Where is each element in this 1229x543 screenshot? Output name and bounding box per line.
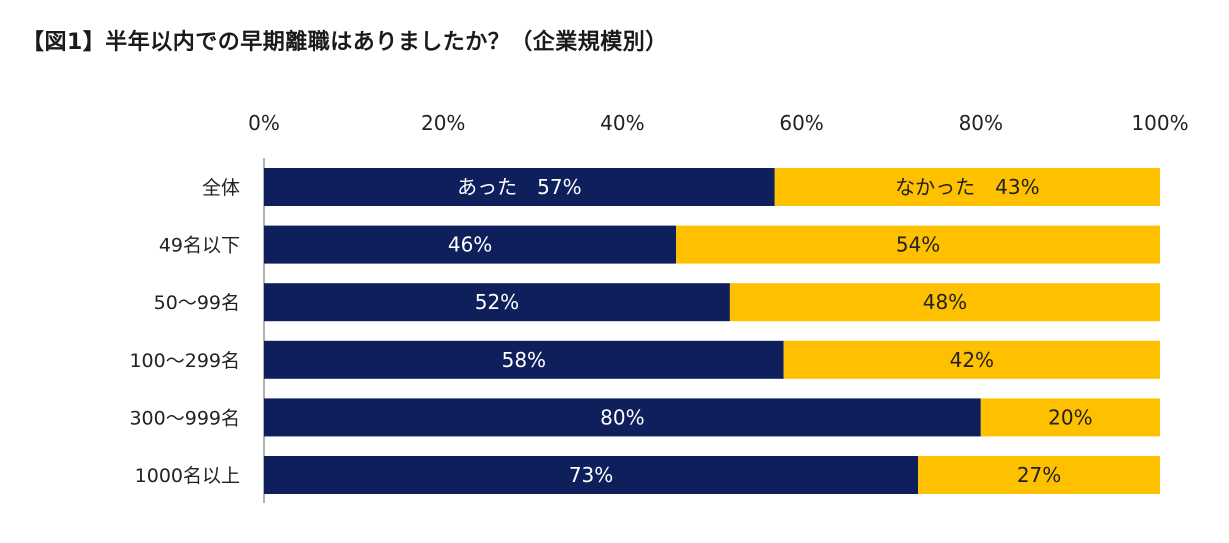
category-label: 全体 bbox=[202, 177, 240, 199]
x-axis-ticks: 0% 20% 40% 60% 80% 100% bbox=[248, 111, 1188, 135]
category-label: 50～99名 bbox=[154, 292, 240, 314]
x-tick-label: 0% bbox=[248, 111, 280, 135]
data-label: 27% bbox=[1017, 463, 1061, 487]
bar-segment-atta bbox=[264, 225, 677, 264]
data-label: 80% bbox=[600, 405, 644, 429]
bar-segment-atta bbox=[264, 456, 919, 494]
category-labels: 全体 49名以下 50～99名 100～299名 300～999名 1000名以上 bbox=[129, 177, 240, 487]
data-label: 52% bbox=[475, 290, 519, 314]
x-tick-label: 60% bbox=[779, 111, 823, 135]
x-tick-label: 100% bbox=[1131, 111, 1188, 135]
bar-segment-atta bbox=[264, 168, 775, 206]
bars: あった 57% なかった 43% 46% 54% 52% 48% 58% 42% 80% 20% 7… bbox=[264, 168, 1160, 494]
bar-segment-nakatta bbox=[774, 168, 1160, 206]
chart-title: 【図1】半年以内での早期離職はありましたか？（企業規模別） bbox=[22, 30, 668, 55]
data-label: 20% bbox=[1048, 405, 1092, 429]
bar-segment-nakatta bbox=[918, 456, 1160, 494]
data-label: あった 57% bbox=[457, 175, 581, 199]
data-label: 54% bbox=[896, 233, 940, 257]
data-label: 48% bbox=[923, 290, 967, 314]
category-label: 1000名以上 bbox=[135, 465, 240, 487]
bar-segment-atta bbox=[264, 283, 730, 322]
data-label: 73% bbox=[569, 463, 613, 487]
category-label: 100～299名 bbox=[129, 350, 240, 372]
category-label: 300～999名 bbox=[129, 407, 240, 429]
x-tick-label: 20% bbox=[421, 111, 465, 135]
data-label: 42% bbox=[950, 348, 994, 372]
bar-segment-atta bbox=[264, 398, 981, 437]
data-label: なかった 43% bbox=[895, 175, 1039, 199]
bar-segment-nakatta bbox=[729, 283, 1160, 322]
x-tick-label: 80% bbox=[959, 111, 1003, 135]
bar-segment-nakatta bbox=[980, 398, 1160, 437]
bar-segment-nakatta bbox=[676, 225, 1160, 264]
data-label: 58% bbox=[502, 348, 546, 372]
bar-segment-nakatta bbox=[783, 340, 1160, 379]
x-tick-label: 40% bbox=[600, 111, 644, 135]
data-label: 46% bbox=[448, 233, 492, 257]
category-label: 49名以下 bbox=[159, 235, 240, 257]
bar-segment-atta bbox=[264, 340, 784, 379]
